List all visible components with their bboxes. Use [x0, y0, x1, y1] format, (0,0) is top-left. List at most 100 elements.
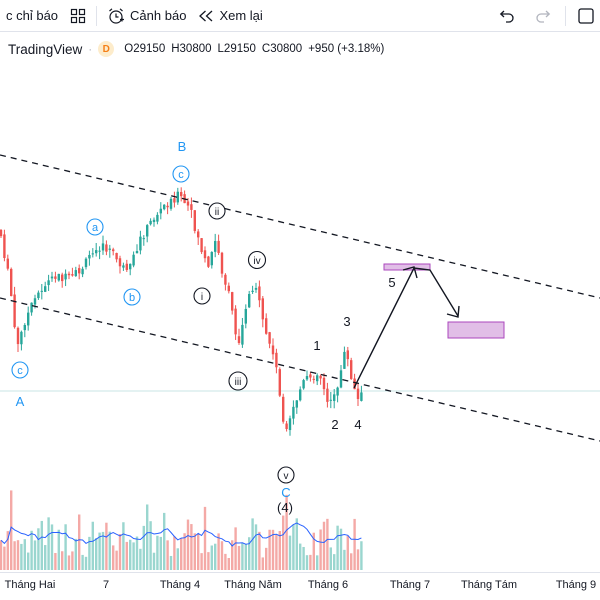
candle-body	[98, 250, 101, 252]
candle-body	[251, 290, 254, 292]
candle-body	[118, 258, 122, 267]
time-axis-label: Tháng 6	[307, 579, 349, 591]
candle-body	[295, 400, 298, 408]
candle-body	[316, 375, 319, 382]
candle-body	[129, 263, 132, 270]
candle-body	[220, 252, 224, 274]
volume-bar	[129, 539, 132, 570]
wave-circle-a-text: a	[92, 222, 99, 234]
wave-label-2: 2	[331, 417, 338, 432]
time-axis-label: 7	[102, 579, 110, 591]
volume-bar	[101, 531, 105, 570]
candle-body	[81, 268, 84, 275]
interval-badge[interactable]: D	[98, 41, 115, 57]
volume-bar	[227, 557, 230, 570]
volume-bar	[183, 533, 186, 570]
lower-channel-line[interactable]	[0, 297, 600, 442]
candle-body	[112, 249, 115, 252]
replay-label: Xem lại	[219, 8, 263, 23]
candle-body	[203, 250, 207, 259]
volume-bars	[0, 490, 363, 570]
alarm-clock-icon	[109, 7, 125, 24]
volume-bar	[64, 524, 67, 570]
volume-bar	[322, 521, 326, 570]
candle-body	[3, 234, 6, 258]
volume-bar	[54, 552, 57, 570]
fullscreen-button[interactable]	[570, 0, 600, 32]
volume-bar	[78, 514, 81, 570]
volume-bar	[316, 555, 319, 570]
undo-button[interactable]	[489, 0, 525, 32]
replay-button[interactable]: Xem lại	[192, 0, 268, 32]
candle-body	[278, 369, 281, 396]
volume-bar	[319, 529, 322, 570]
redo-icon	[536, 10, 551, 23]
candle-body	[360, 392, 363, 401]
volume-bar	[200, 553, 203, 570]
candlesticks	[0, 187, 363, 436]
ohlc-close: C30800	[261, 43, 303, 55]
time-axis[interactable]: Tháng Hai 7 Tháng 4 Tháng Năm Tháng 6 Th…	[0, 572, 600, 600]
time-axis-label: Tháng 9	[555, 579, 597, 591]
ohlc-high: H30800	[171, 43, 212, 55]
arrowhead-up	[402, 266, 418, 279]
projection-path[interactable]	[353, 267, 459, 389]
redo-button[interactable]	[525, 0, 561, 32]
volume-bar	[135, 536, 139, 570]
candle-body	[139, 236, 142, 251]
candle-body	[312, 378, 315, 380]
target-zone-5[interactable]	[383, 263, 431, 271]
volume-bar	[27, 552, 30, 570]
volume-bar	[98, 532, 101, 570]
candle-body	[319, 375, 322, 379]
candle-body	[268, 332, 271, 344]
ohlc-low: L29150	[217, 43, 256, 55]
candle-body	[125, 263, 128, 270]
volume-bar	[353, 518, 356, 570]
layouts-button[interactable]	[64, 0, 92, 32]
candle-body	[105, 244, 108, 252]
wave-circle-i: i	[193, 287, 211, 305]
volume-bar	[67, 555, 71, 570]
indicators-button[interactable]: c chỉ báo	[0, 0, 64, 32]
candle-body	[271, 345, 275, 355]
candle-body	[173, 198, 176, 203]
volume-bar	[220, 541, 224, 570]
upper-channel-line[interactable]	[0, 154, 600, 299]
candle-body	[61, 274, 64, 282]
candle-body	[30, 302, 33, 313]
indicators-label: c chỉ báo	[6, 8, 59, 23]
volume-bar	[275, 534, 278, 570]
time-axis-label: Tháng 4	[159, 579, 201, 591]
volume-bar	[231, 540, 234, 570]
candle-body	[13, 294, 16, 328]
wave-circle-b-text: b	[129, 292, 135, 304]
candle-body	[71, 274, 74, 276]
volume-bar	[33, 540, 37, 570]
candle-body	[309, 374, 312, 378]
target-zone-correction[interactable]	[447, 321, 505, 339]
ohlc-change: +950 (+3.18%)	[308, 43, 385, 55]
volume-bar	[163, 512, 166, 570]
candle-body	[254, 287, 258, 290]
candle-body	[282, 396, 285, 422]
wave-circle-ii-text: ii	[215, 207, 219, 218]
candle-body	[108, 248, 111, 250]
volume-bar	[169, 555, 173, 570]
volume-bar	[10, 490, 13, 570]
candle-body	[159, 208, 162, 214]
arrowhead-down	[446, 305, 460, 318]
candle-body	[176, 191, 179, 203]
price-chart[interactable]: B A C (4) c a b c ii i iv iii v 1 2 3 4 …	[0, 60, 600, 572]
candle-body	[74, 270, 77, 277]
candle-body	[329, 399, 332, 401]
volume-bar	[261, 557, 264, 570]
alert-button[interactable]: Cảnh báo	[101, 0, 192, 32]
time-axis-label: Tháng Tám	[460, 579, 518, 591]
volume-bar	[278, 531, 281, 570]
candle-body	[37, 292, 40, 299]
volume-bar	[217, 533, 220, 570]
candle-body	[23, 325, 26, 331]
candle-body	[207, 256, 210, 267]
symbol-name[interactable]: TradingView	[8, 41, 83, 57]
